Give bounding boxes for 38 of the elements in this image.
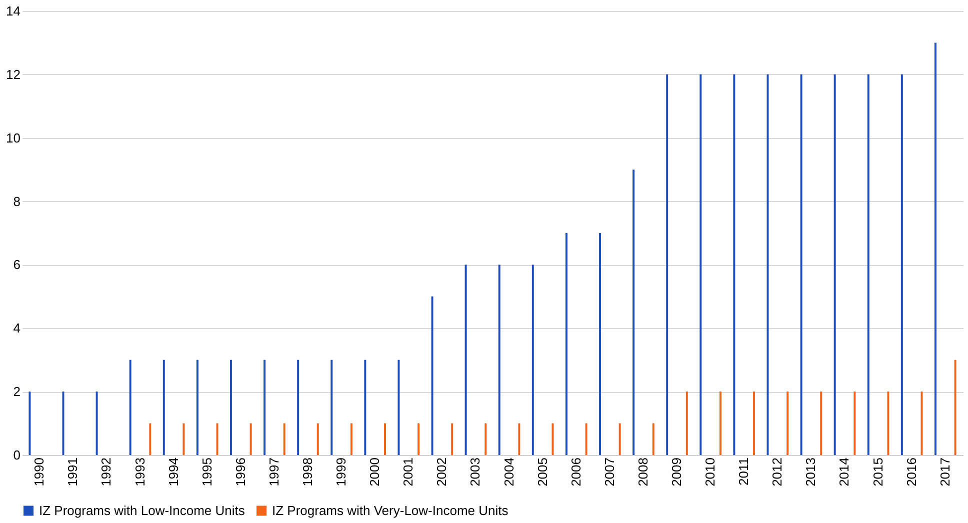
y-tick-label: 8 [13,194,20,209]
x-tick-label: 2016 [904,458,919,486]
x-tick-label: 2008 [635,458,650,486]
x-tick-label: 2005 [534,458,550,486]
y-tick-label: 12 [6,66,20,82]
y-tick-label: 10 [6,130,20,146]
x-tick-label: 2014 [836,458,852,486]
x-tick-label: 2013 [803,458,818,486]
y-tick-label: 2 [13,384,20,400]
y-tick-label: 0 [13,448,20,462]
x-tick-label: 1994 [166,458,181,486]
x-tick-label: 2002 [434,458,450,486]
x-tick-label: 2015 [870,458,886,486]
x-tick-label: 2006 [568,458,584,486]
y-tick-label: 6 [13,257,20,272]
x-tick-label: 1999 [334,458,349,486]
x-tick-label: 1998 [300,458,315,486]
x-tick-label: 1996 [232,458,248,486]
x-tick-label: 2010 [702,458,718,486]
x-tick-label: 2003 [468,458,483,486]
y-tick-label: 14 [6,4,20,18]
legend-label: IZ Programs with Low-Income Units [39,502,246,518]
x-tick-label: 2000 [367,458,382,486]
y-tick-label: 4 [13,320,20,336]
x-tick-label: 2004 [501,458,516,486]
x-tick-label: 2009 [669,458,684,486]
x-tick-label: 2007 [602,458,617,486]
x-tick-label: 2012 [770,458,785,486]
x-tick-label: 1997 [266,458,282,486]
x-tick-label: 1992 [98,458,114,486]
x-tick-label: 2017 [937,458,952,486]
x-tick-label: 2001 [400,458,416,486]
legend-label: IZ Programs with Very-Low-Income Units [272,502,509,518]
x-tick-label: 2011 [736,458,752,486]
x-tick-label: 1995 [199,458,214,486]
x-tick-label: 1990 [32,458,47,486]
x-tick-label: 1993 [132,458,148,486]
x-tick-label: 1991 [65,458,80,486]
